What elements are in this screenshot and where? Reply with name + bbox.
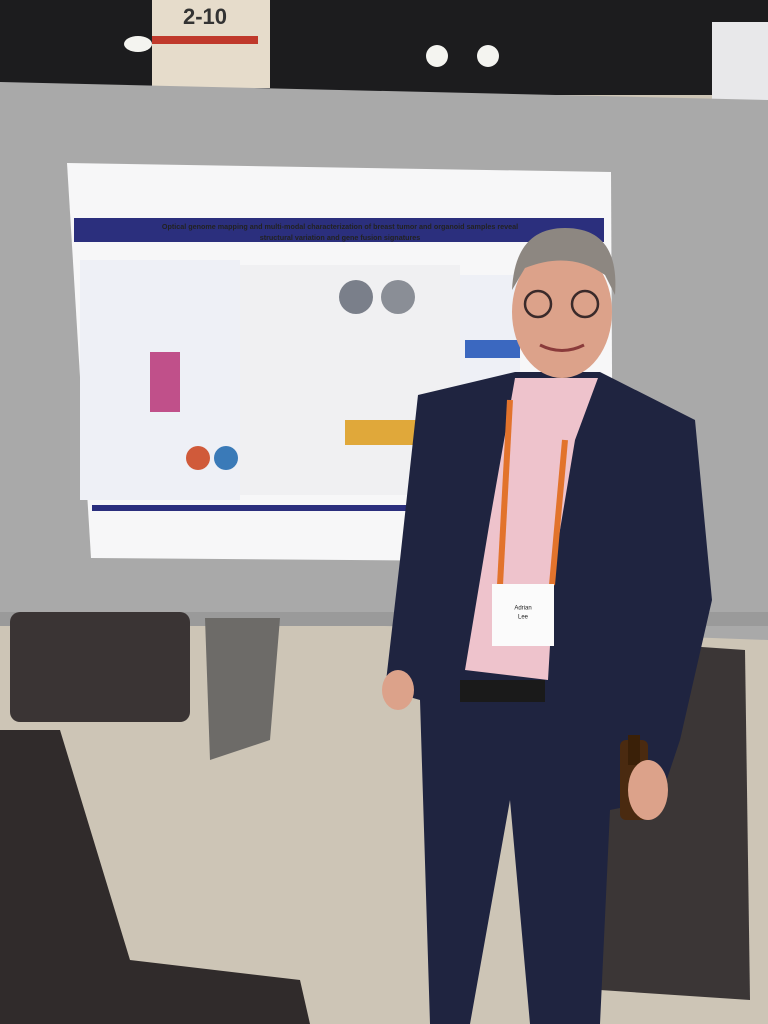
chair xyxy=(10,612,190,722)
ceiling-light xyxy=(124,36,152,52)
hair xyxy=(512,228,616,295)
poster-figure xyxy=(214,446,238,470)
lanyard xyxy=(497,399,513,586)
glasses xyxy=(570,289,600,319)
belt xyxy=(460,680,545,702)
person-legs-background xyxy=(205,618,280,760)
ceiling-light xyxy=(426,45,448,67)
poster-title: structural variation and gene fusion sig… xyxy=(260,233,421,242)
poster-figure xyxy=(381,280,415,314)
bottle-neck xyxy=(628,735,640,765)
face xyxy=(512,246,612,378)
poster-figure xyxy=(339,280,373,314)
name-badge xyxy=(492,584,554,646)
poster-footer xyxy=(92,505,602,511)
hand xyxy=(382,670,414,710)
sign-stripe xyxy=(152,36,258,44)
badge-name: Lee xyxy=(518,615,529,621)
poster-figure xyxy=(186,446,210,470)
poster-title: Optical genome mapping and multi-modal c… xyxy=(162,222,518,231)
hand xyxy=(628,760,668,820)
ceiling xyxy=(0,0,768,95)
chair xyxy=(0,730,310,1024)
poster-figure xyxy=(465,340,520,358)
poster-figure xyxy=(150,352,180,412)
booth-sign xyxy=(712,22,768,104)
booth-number: 2-10 xyxy=(183,4,227,29)
suit xyxy=(385,372,712,1024)
lanyard xyxy=(549,439,568,586)
poster-title-band xyxy=(74,218,604,242)
glasses xyxy=(523,289,553,319)
smile xyxy=(539,343,585,352)
ceiling-light xyxy=(477,45,499,67)
badge-name: Adrian xyxy=(514,606,531,612)
